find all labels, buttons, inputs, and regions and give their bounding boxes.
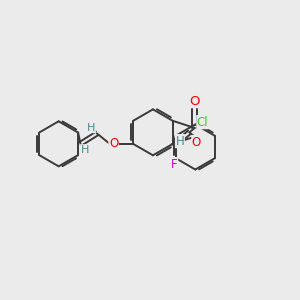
Text: H: H — [81, 145, 89, 155]
Text: F: F — [171, 158, 178, 171]
Text: Cl: Cl — [197, 116, 208, 129]
Text: O: O — [192, 136, 201, 148]
Text: O: O — [189, 94, 200, 108]
Text: H: H — [87, 123, 95, 133]
Text: H: H — [176, 135, 184, 148]
Text: O: O — [109, 137, 118, 150]
